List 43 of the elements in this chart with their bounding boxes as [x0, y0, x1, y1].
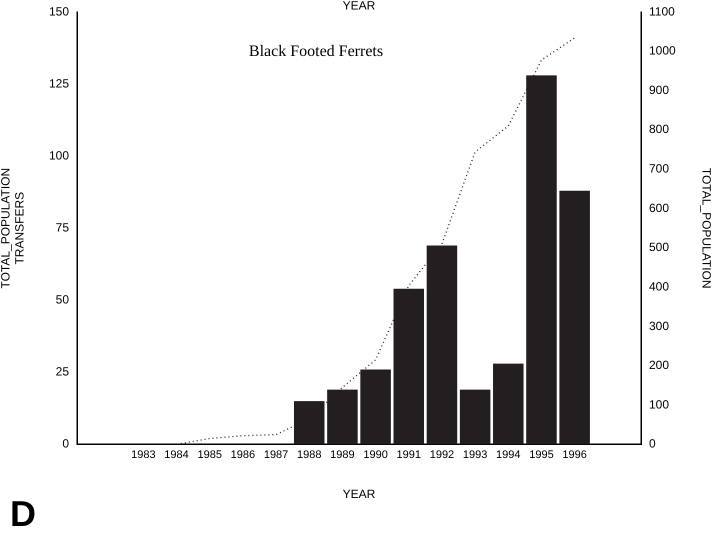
- y2-axis-title: TOTAL_POPULATION: [699, 168, 714, 289]
- y-axis-title: TRANSFERS: [12, 192, 27, 265]
- text: Black Footed Ferrets: [248, 43, 384, 60]
- y-tick-label: 75: [56, 220, 70, 235]
- y2-tick-label: 600: [649, 200, 670, 215]
- y-tick-label: 125: [48, 76, 70, 90]
- y-tick-label: 150: [48, 4, 70, 18]
- bar: [559, 190, 590, 444]
- y2-tick-label: 500: [649, 240, 670, 254]
- x-tick-label: 1986: [230, 449, 256, 462]
- x-axis-title: YEAR: [342, 487, 376, 502]
- text: TOTAL_POPULATION: [0, 168, 12, 289]
- y2-tick-label: 1100: [649, 4, 676, 18]
- x-tick-label: 1989: [330, 449, 355, 462]
- x-tick-label: 1991: [396, 449, 422, 462]
- y-tick-label: 50: [56, 292, 70, 307]
- text: D: [10, 492, 36, 534]
- y2-tick-label: 0: [649, 436, 656, 451]
- y-tick-label: 25: [56, 364, 70, 379]
- x-tick-label: 1994: [496, 449, 521, 462]
- x-tick-label: 1988: [296, 449, 322, 462]
- x-tick-label: 1984: [164, 449, 189, 462]
- y2-tick-label: 800: [649, 122, 670, 136]
- x-tick-label: 1987: [264, 449, 288, 462]
- y2-tick-label: 200: [649, 358, 670, 372]
- x-tick-label: 1985: [197, 449, 222, 462]
- y2-tick-label: 400: [649, 279, 670, 294]
- x-tick-label: 1992: [430, 449, 454, 462]
- x-tick-label: 1993: [462, 449, 488, 462]
- x-tick-label: 1990: [363, 449, 388, 462]
- y-tick-label: 0: [62, 436, 70, 451]
- y2-tick-label: 1000: [649, 44, 676, 58]
- y2-tick-label: 700: [649, 162, 670, 176]
- y2-tick-label: 100: [649, 397, 670, 412]
- y-tick-label: 100: [48, 148, 70, 162]
- x-tick-label: 1995: [529, 449, 554, 462]
- y2-tick-label: 900: [649, 82, 670, 97]
- bar: [493, 364, 524, 444]
- x-tick-label: 1983: [131, 449, 156, 462]
- bar: [460, 390, 490, 444]
- x2-axis-title: YEAR: [342, 0, 376, 12]
- x-tick-label: 1996: [562, 449, 587, 462]
- y2-tick-label: 300: [649, 318, 670, 333]
